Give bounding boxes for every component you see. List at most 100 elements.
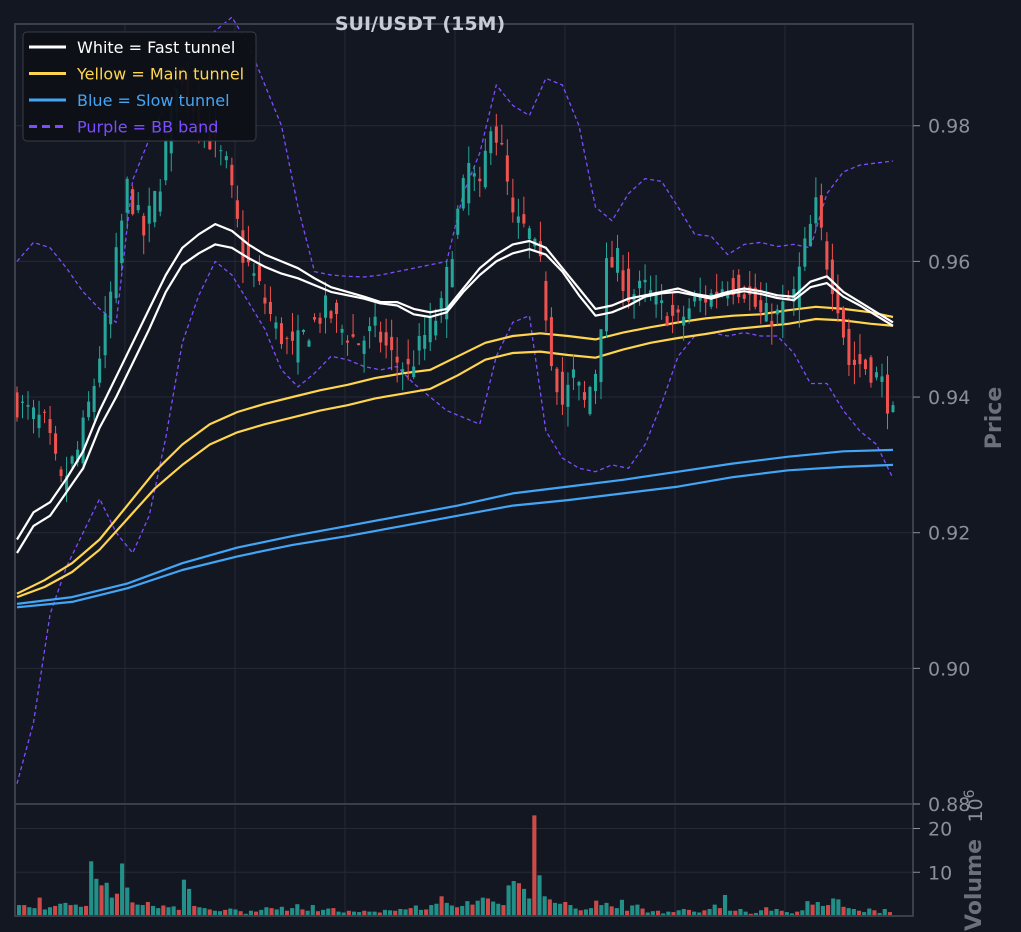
volume-bar: [506, 885, 511, 916]
volume-bar: [573, 908, 578, 916]
volume-bar: [563, 902, 568, 916]
volume-bar: [867, 908, 872, 916]
volume-bar: [228, 908, 233, 916]
volume-bar: [635, 904, 640, 916]
candle-body: [390, 336, 394, 351]
volume-bar: [784, 912, 789, 916]
volume-bar: [444, 902, 449, 916]
candle-body: [748, 286, 752, 295]
candle-body: [164, 139, 168, 181]
volume-bar: [485, 898, 491, 916]
candle-body: [660, 300, 664, 303]
volume-bar: [429, 905, 434, 916]
candle-body: [610, 257, 614, 268]
volume-bar: [578, 910, 583, 916]
volume-bar: [516, 883, 521, 916]
candle-body: [582, 392, 586, 400]
candle-body: [268, 301, 272, 314]
volume-bar: [217, 911, 223, 916]
volume-bar: [856, 910, 862, 916]
volume-bar: [604, 902, 609, 916]
volume-bar: [460, 905, 465, 916]
candle-body: [142, 215, 146, 236]
candle-body: [770, 320, 774, 327]
candle-body: [87, 401, 91, 418]
candle-body: [588, 387, 592, 415]
candle-body: [439, 298, 443, 310]
volume-bar: [22, 905, 27, 916]
volume-bar: [748, 913, 753, 916]
series-fast-lower: [16, 243, 894, 554]
candle-body: [384, 332, 388, 346]
volume-bar: [707, 909, 712, 916]
volume-tick-label: 10: [928, 862, 952, 884]
volume-bar: [465, 901, 470, 916]
candle-body: [467, 163, 471, 204]
candle-body: [483, 150, 487, 188]
volume-bar: [125, 887, 130, 916]
volume-bar: [53, 905, 58, 916]
volume-bar: [120, 863, 125, 916]
candle-body: [693, 296, 697, 302]
candle-body: [312, 317, 317, 320]
bb-band: [16, 16, 894, 784]
candle-body: [643, 279, 647, 283]
volume-bar: [362, 910, 367, 916]
volume-bar: [398, 909, 403, 916]
volume-bar: [47, 907, 53, 916]
volume-bar: [68, 905, 73, 916]
volume-bar: [346, 910, 351, 916]
candle-body: [781, 301, 785, 325]
volume-bar: [357, 912, 362, 916]
volume-bar: [645, 912, 650, 916]
series-slow-upper: [16, 448, 894, 605]
volume-bar: [609, 906, 614, 916]
candle-body: [505, 155, 509, 182]
candle-body: [230, 164, 234, 186]
volume-bar: [521, 888, 527, 916]
candle-body: [852, 359, 856, 365]
volume-bar: [532, 815, 537, 916]
volume-bar: [774, 909, 779, 916]
candle-body: [81, 417, 85, 464]
volume-bar: [779, 910, 784, 916]
series-slow-lower: [16, 463, 894, 609]
volume-bar: [769, 910, 774, 916]
volume-bar: [424, 909, 429, 916]
volume-bar: [789, 913, 795, 916]
candle-body: [274, 322, 278, 329]
price-axis: 0.88 0.90 0.92 0.94 0.96 0.98: [913, 116, 970, 816]
candle-body: [65, 475, 69, 491]
candle-body: [445, 266, 449, 320]
volume-bar: [326, 908, 331, 916]
volume-bar: [686, 909, 692, 916]
volume-bar: [78, 906, 83, 916]
candle-body: [26, 405, 30, 407]
candle-body: [368, 326, 372, 332]
volume-bar: [722, 895, 728, 916]
volume-bar: [717, 908, 722, 916]
volume-bar: [300, 909, 305, 916]
candle-body: [241, 230, 245, 263]
volume-bar: [130, 902, 135, 916]
candle-body: [76, 449, 80, 463]
volume-bar: [290, 908, 295, 916]
volume-bar: [393, 910, 398, 916]
candle-body: [858, 354, 862, 365]
slow-tunnel: [16, 448, 894, 609]
volume-bar: [145, 902, 150, 916]
candle-body: [20, 401, 25, 403]
volume-bar: [882, 909, 887, 916]
legend-label: Purple = BB band: [77, 118, 218, 137]
volume-bar: [17, 905, 22, 916]
volume-bar: [310, 905, 315, 916]
candle-body: [136, 204, 140, 211]
candle-body: [252, 273, 256, 276]
candle-body: [538, 241, 542, 257]
candle-body: [131, 189, 135, 215]
candle-body: [70, 456, 74, 464]
volume-bar: [171, 906, 176, 916]
legend: White = Fast tunnel Yellow = Main tunnel B…: [22, 31, 257, 142]
candle-body: [654, 292, 658, 305]
candle-body: [48, 419, 52, 434]
